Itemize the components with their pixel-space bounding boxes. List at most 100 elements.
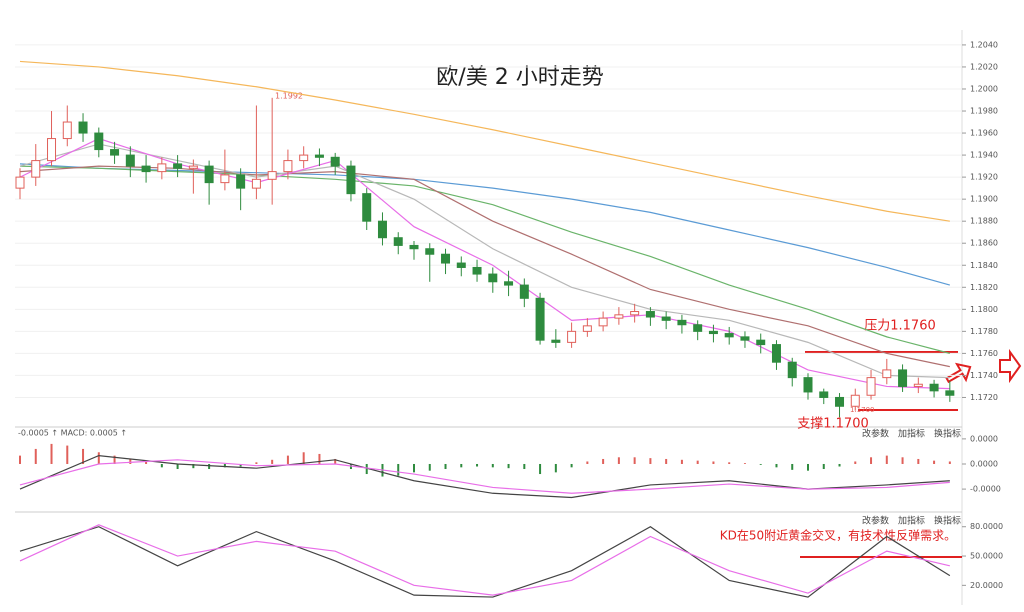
candle-body bbox=[425, 248, 435, 255]
candle-body bbox=[125, 154, 135, 167]
y-tick-label: 80.0000 bbox=[970, 522, 1003, 531]
bar bbox=[192, 463, 195, 469]
panel-button[interactable]: 换指标 bbox=[934, 515, 961, 527]
y-tick-label: 1.1900 bbox=[970, 195, 998, 204]
candle-body bbox=[31, 160, 41, 178]
candle-body bbox=[330, 156, 340, 167]
candle-body bbox=[15, 176, 25, 189]
panel-button[interactable]: 改参数 bbox=[862, 428, 889, 440]
bar bbox=[917, 458, 920, 464]
candle-body bbox=[251, 178, 261, 189]
bar bbox=[255, 462, 258, 464]
y-tick-label: 1.1780 bbox=[970, 327, 998, 336]
y-tick-label: 1.2020 bbox=[970, 62, 998, 71]
bar bbox=[82, 448, 85, 464]
candle-body bbox=[141, 165, 151, 173]
candle-body bbox=[220, 174, 230, 184]
candle-body bbox=[551, 339, 561, 343]
candle-body bbox=[756, 339, 766, 346]
line bbox=[19, 165, 950, 354]
candle-body bbox=[898, 369, 908, 387]
candle-body bbox=[850, 394, 860, 407]
bar bbox=[933, 460, 936, 464]
bar bbox=[129, 458, 132, 464]
bar bbox=[223, 463, 226, 468]
panel-button[interactable]: 改参数 bbox=[862, 515, 889, 527]
candle-body bbox=[346, 165, 356, 195]
bar bbox=[460, 463, 463, 468]
candle-body bbox=[913, 383, 923, 387]
bar bbox=[901, 457, 904, 464]
candle-body bbox=[614, 314, 624, 319]
macd-header: -0.0005 ↑ MACD: 0.0005 ↑ bbox=[18, 429, 127, 438]
candle-body bbox=[488, 273, 498, 283]
bar bbox=[334, 458, 337, 464]
bar bbox=[554, 463, 557, 473]
candle-body bbox=[535, 297, 545, 341]
candle-body bbox=[409, 244, 419, 250]
y-tick-label: 1.1860 bbox=[970, 239, 998, 248]
y-tick-label: -0.0000 bbox=[970, 485, 1001, 494]
y-tick-label: 1.1940 bbox=[970, 151, 998, 160]
line bbox=[19, 455, 950, 499]
candle-body bbox=[110, 149, 120, 156]
candle-body bbox=[787, 361, 797, 379]
bar bbox=[854, 461, 857, 464]
line bbox=[19, 60, 950, 222]
line bbox=[19, 163, 951, 286]
panel-button[interactable]: 加指标 bbox=[898, 428, 925, 440]
line bbox=[19, 459, 950, 494]
candle-body bbox=[504, 281, 514, 286]
bar bbox=[113, 455, 116, 464]
bar bbox=[507, 463, 510, 469]
candle-body bbox=[441, 253, 451, 264]
high-label: 1.1992 bbox=[275, 92, 303, 101]
candle-body bbox=[472, 266, 482, 275]
candle-body bbox=[803, 377, 813, 393]
panel-button[interactable]: 换指标 bbox=[934, 428, 961, 440]
candle-body bbox=[62, 121, 72, 140]
candle-body bbox=[771, 344, 781, 363]
y-tick-label: 1.1840 bbox=[970, 261, 998, 270]
bar bbox=[743, 463, 746, 464]
chart-title: 欧/美 2 小时走势 bbox=[436, 65, 603, 90]
y-tick-label: 1.1920 bbox=[970, 173, 998, 182]
bar bbox=[523, 463, 526, 470]
bar bbox=[208, 463, 211, 470]
bar bbox=[586, 461, 589, 464]
candle-body bbox=[283, 160, 293, 173]
bar bbox=[476, 463, 479, 467]
bar bbox=[570, 463, 573, 468]
support-label: 支撑1.1700 bbox=[797, 417, 869, 432]
bar bbox=[807, 463, 809, 471]
bar bbox=[444, 463, 447, 470]
candle-body bbox=[929, 383, 939, 392]
low-label: 1.1700 bbox=[850, 406, 875, 414]
candle-body bbox=[236, 174, 246, 189]
panel-button[interactable]: 加指标 bbox=[898, 515, 925, 527]
candle-body bbox=[78, 121, 88, 134]
candle-body bbox=[188, 165, 198, 169]
bar bbox=[491, 463, 494, 468]
bar bbox=[286, 455, 289, 464]
bar bbox=[413, 463, 415, 473]
candle-body bbox=[819, 391, 829, 398]
candle-body bbox=[393, 237, 403, 246]
candle-body bbox=[835, 396, 845, 407]
candle-body bbox=[882, 369, 892, 379]
bar bbox=[66, 445, 69, 464]
candle-body bbox=[598, 317, 608, 327]
bar bbox=[870, 457, 873, 464]
candle-body bbox=[945, 390, 955, 396]
bar bbox=[633, 457, 636, 464]
line bbox=[19, 526, 951, 598]
candle-body bbox=[740, 336, 750, 341]
candle-body bbox=[582, 325, 592, 332]
y-tick-label: 1.1960 bbox=[970, 129, 998, 138]
bar bbox=[791, 463, 794, 470]
candle-body bbox=[204, 165, 214, 184]
y-tick-label: 0.0000 bbox=[970, 434, 998, 443]
y-tick-label: 50.0000 bbox=[970, 552, 1003, 561]
candle-body bbox=[157, 163, 167, 173]
bar bbox=[428, 463, 431, 471]
